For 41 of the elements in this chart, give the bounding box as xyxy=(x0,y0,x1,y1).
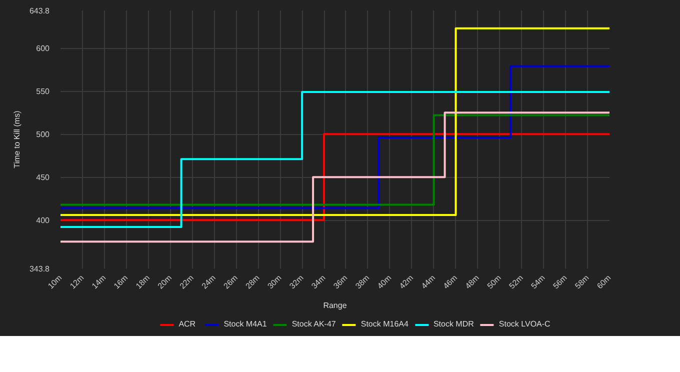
x-tick-label: 58m xyxy=(573,273,591,291)
x-tick-label: 46m xyxy=(442,273,460,291)
y-tick-label: 500 xyxy=(36,130,50,140)
x-tick-label: 50m xyxy=(486,273,504,291)
x-tick-label: 42m xyxy=(398,273,416,291)
x-tick-label: 12m xyxy=(68,273,86,291)
legend-label: Stock M4A1 xyxy=(224,320,267,328)
x-tick-label: 30m xyxy=(266,273,284,291)
y-tick-label: 343.8 xyxy=(29,264,50,274)
x-tick-label: 52m xyxy=(507,273,526,291)
y-tick-label: 550 xyxy=(36,87,50,96)
x-tick-label: 10m xyxy=(46,273,64,291)
x-tick-label: 38m xyxy=(354,273,372,291)
x-tick-label: 56m xyxy=(551,273,569,291)
x-tick-label: 34m xyxy=(310,273,328,291)
legend-label: Stock M16A4 xyxy=(360,320,408,328)
x-tick-label: 48m xyxy=(464,273,482,291)
x-tick-label: 16m xyxy=(112,273,130,291)
y-tick-label: 643.8 xyxy=(29,6,50,16)
legend-label: ACR xyxy=(178,320,197,328)
x-tick-label: 24m xyxy=(200,273,218,291)
x-axis-title: Range xyxy=(323,300,348,310)
y-tick-label: 450 xyxy=(36,173,50,182)
x-tick-label: 18m xyxy=(134,273,152,291)
x-tick-label: 40m xyxy=(376,273,394,291)
x-tick-label: 14m xyxy=(90,273,108,291)
x-tick-label: 20m xyxy=(156,273,174,291)
legend-label: Stock AK-47 xyxy=(292,320,336,328)
x-tick-label: 36m xyxy=(332,273,350,291)
legend-label: Stock MDR xyxy=(433,320,474,328)
x-tick-label: 22m xyxy=(178,273,196,291)
x-tick-label: 60m xyxy=(595,273,613,291)
x-tick-label: 26m xyxy=(222,273,240,291)
y-tick-label: 400 xyxy=(36,216,50,226)
y-axis-title: Time to Kill (ms) xyxy=(12,110,22,168)
y-tick-label: 600 xyxy=(36,44,50,54)
x-tick-label: 54m xyxy=(529,273,548,291)
legend-label: Stock LVOA-C xyxy=(498,320,550,328)
x-tick-label: 28m xyxy=(244,273,262,291)
x-tick-label: 32m xyxy=(288,273,306,291)
x-tick-label: 44m xyxy=(420,273,438,291)
